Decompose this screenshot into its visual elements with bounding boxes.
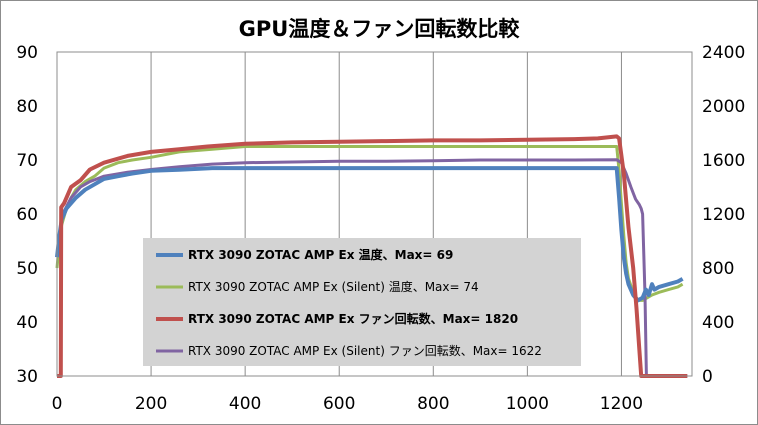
legend-label: RTX 3090 ZOTAC AMP Ex 温度、Max= 69	[188, 247, 453, 262]
y-right-tick-label: 2000	[702, 97, 745, 117]
y-left-tick-label: 70	[16, 151, 38, 171]
series-line-4	[57, 158, 688, 378]
series-lines	[55, 134, 688, 378]
x-tick-label: 200	[135, 394, 167, 414]
x-tick-label: 600	[323, 394, 355, 414]
axis-tick-labels: 0 200 400 600 800 1000 1200 30 40 50 60 70 80 90 0 400 8…	[16, 43, 745, 414]
y-left-tick-label: 30	[16, 367, 38, 387]
y-left-tick-label: 90	[16, 43, 38, 63]
y-left-tick-label: 50	[16, 259, 38, 279]
y-left-tick-label: 80	[16, 97, 38, 117]
y-right-tick-label: 400	[702, 313, 734, 333]
legend-label: RTX 3090 ZOTAC AMP Ex (Silent) 温度、Max= 7…	[188, 279, 479, 294]
legend: RTX 3090 ZOTAC AMP Ex 温度、Max= 69 RTX 3090…	[143, 238, 581, 366]
legend-label: RTX 3090 ZOTAC AMP Ex (Silent) ファン回転数、Ma…	[188, 343, 542, 358]
y-left-tick-label: 40	[16, 313, 38, 333]
series-line-1	[55, 166, 684, 303]
chart-title: GPU温度＆ファン回転数比較	[239, 17, 521, 41]
y-right-tick-label: 1600	[702, 151, 745, 171]
y-right-tick-label: 1200	[702, 205, 745, 225]
x-tick-label: 1200	[600, 394, 643, 414]
series-line-3	[57, 134, 688, 378]
y-right-tick-label: 800	[702, 259, 734, 279]
x-tick-label: 1000	[506, 394, 549, 414]
x-tick-label: 400	[229, 394, 261, 414]
x-tick-label: 800	[417, 394, 449, 414]
plot-area	[56, 51, 693, 377]
y-right-tick-label: 2400	[702, 43, 745, 63]
legend-label: RTX 3090 ZOTAC AMP Ex ファン回転数、Max= 1820	[188, 311, 518, 326]
y-left-tick-label: 60	[16, 205, 38, 225]
legend-box	[143, 238, 581, 366]
x-tick-label: 0	[52, 394, 63, 414]
y-right-tick-label: 0	[702, 367, 713, 387]
